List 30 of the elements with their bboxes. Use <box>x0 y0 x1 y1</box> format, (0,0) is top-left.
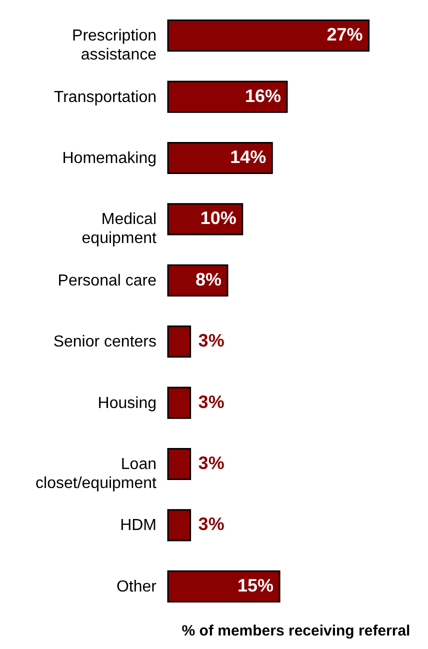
bar <box>167 386 192 419</box>
y-tick-label: Medical equipment <box>82 211 158 248</box>
data-label: 10% <box>200 208 236 228</box>
bar <box>167 570 280 602</box>
x-axis-title: % of members receiving referral <box>182 622 410 640</box>
bar <box>167 80 288 113</box>
y-tick-label: Loan closet/equipment <box>36 456 158 492</box>
data-label: 3% <box>198 453 224 473</box>
y-tick-label: Prescription assistance <box>72 28 157 64</box>
bar <box>167 509 192 542</box>
data-label: 15% <box>238 575 274 596</box>
data-label: 14% <box>230 147 266 167</box>
y-tick-label: Transportation <box>54 88 156 106</box>
data-label: 3% <box>198 392 224 412</box>
data-label: 8% <box>195 269 222 290</box>
y-tick-label: Housing <box>98 394 156 412</box>
bar <box>167 142 273 174</box>
bar <box>167 448 192 480</box>
data-label: 16% <box>244 86 281 106</box>
data-label: 3% <box>198 330 224 351</box>
bar <box>167 326 192 358</box>
y-tick-label: Senior centers <box>53 334 156 351</box>
y-tick-label: Personal care <box>58 272 157 290</box>
y-tick-label: Other <box>116 578 158 596</box>
data-label: 27% <box>326 24 363 45</box>
y-tick-label: Homemaking <box>62 150 156 167</box>
bar <box>167 203 244 236</box>
bar <box>167 20 370 52</box>
y-tick-label: HDM <box>120 517 156 534</box>
data-label: 3% <box>198 514 224 534</box>
